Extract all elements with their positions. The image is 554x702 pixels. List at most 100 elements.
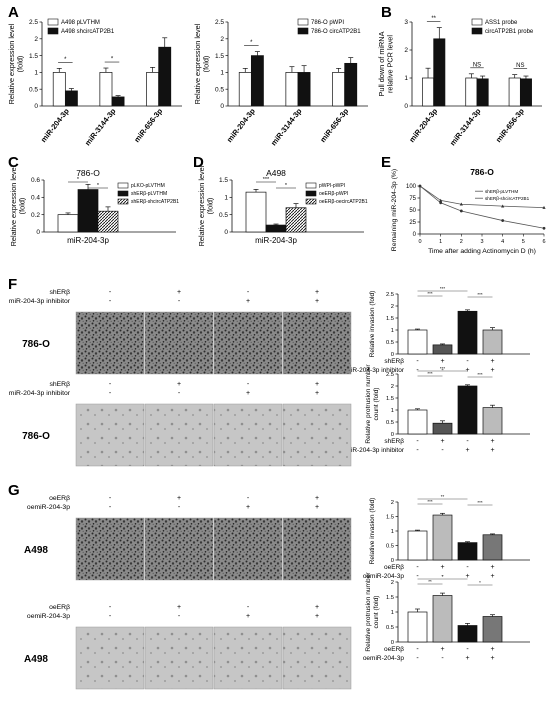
- y-tick-label: 75: [409, 196, 416, 202]
- condition-sign: +: [490, 564, 494, 571]
- bar: [77, 189, 99, 233]
- legend-label: oeERβ-pWPI: [319, 191, 348, 197]
- bar: [457, 310, 478, 355]
- condition-sign: -: [416, 367, 419, 374]
- condition-label: oemiR-204-3p: [363, 573, 405, 580]
- y-axis-label: count (fold): [373, 596, 380, 629]
- bar: [432, 595, 453, 643]
- condition-sign: -: [247, 289, 250, 296]
- bar: [407, 409, 428, 435]
- bar: [265, 224, 287, 233]
- condition-sign: +: [490, 573, 494, 580]
- condition-sign: +: [490, 358, 494, 365]
- data-point: [439, 201, 443, 205]
- data-point: [542, 205, 546, 209]
- significance-label: ***: [427, 371, 433, 376]
- legend-label: A498 shcircATP2B1: [61, 29, 115, 35]
- condition-sign: +: [246, 504, 250, 511]
- condition-sign: -: [416, 646, 419, 653]
- legend-swatch: [117, 198, 129, 205]
- chart-f-invasion: 0 0.5 1 1.5 2 2.5 Relative invasion (fold) *** *…: [345, 286, 530, 374]
- bar: [238, 72, 252, 107]
- x-tick-label: 4: [501, 239, 504, 245]
- bar: [482, 329, 503, 355]
- data-point: [542, 226, 546, 230]
- significance-label: ***: [477, 292, 483, 297]
- bar: [158, 46, 172, 107]
- data-point: [501, 204, 505, 208]
- bar: [99, 72, 113, 107]
- micrograph-image: [213, 517, 283, 581]
- y-tick-label: 1.5: [386, 595, 394, 601]
- y-tick-label: 2: [34, 36, 38, 43]
- cell-line-label: A498: [24, 654, 48, 665]
- y-axis-label: Relative expression level: [193, 23, 202, 104]
- condition-sign: +: [465, 367, 469, 374]
- legend-swatch: [305, 190, 317, 197]
- legend-swatch: [47, 27, 59, 35]
- y-tick-label: 2.5: [386, 292, 394, 298]
- y-tick-label: 2: [391, 304, 394, 310]
- y-tick-label: 0.5: [386, 340, 394, 346]
- legend-label: circATP2B1 probe: [485, 29, 534, 35]
- y-tick-label: 50: [409, 208, 416, 214]
- significance-label: ***: [427, 499, 433, 504]
- y-tick-label: 2: [404, 47, 408, 54]
- condition-sign: -: [441, 447, 444, 454]
- condition-sign: -: [441, 655, 444, 662]
- condition-sign: +: [490, 447, 494, 454]
- y-tick-label: 0: [391, 640, 394, 646]
- y-tick-label: 2.5: [29, 19, 38, 26]
- chart-f-protrusion: 0 0.5 1 1.5 2 2.5 Relative protrusion number co…: [345, 364, 530, 454]
- bar: [482, 407, 503, 435]
- chart-g-protrusion: 0 0.5 1 1.5 2 Relative protrusion number count…: [363, 572, 530, 662]
- y-axis-label: Relative expression level: [7, 23, 16, 104]
- y-tick-label: 0: [34, 103, 38, 110]
- x-tick-label: 3: [480, 239, 483, 245]
- legend-label: ASS1 probe: [485, 20, 518, 26]
- condition-label: miR-204-3p inhibitor: [9, 298, 71, 305]
- legend-label: pLKO-pLVTHM: [131, 183, 165, 189]
- significance-label: *: [479, 580, 481, 585]
- y-tick-label: 0: [391, 352, 394, 358]
- y-axis-label: relative PCR level: [385, 35, 394, 93]
- legend-label: pWPI-pWPI: [319, 183, 345, 189]
- bar: [332, 72, 346, 107]
- condition-sign: -: [416, 573, 419, 580]
- condition-sign: +: [315, 613, 319, 620]
- bar: [297, 72, 311, 107]
- category-label: miR-204-3p: [225, 106, 257, 144]
- condition-sign: -: [178, 504, 181, 511]
- y-tick-label: 0.4: [31, 195, 40, 202]
- micrograph-image: [144, 403, 214, 467]
- y-axis-label: Pull down of miRNA: [377, 31, 386, 96]
- y-tick-label: 0.5: [29, 86, 38, 93]
- legend-label: 786-O circATP2B1: [311, 29, 361, 35]
- condition-sign: -: [109, 495, 112, 502]
- condition-sign: -: [178, 390, 181, 397]
- micrograph-image: [144, 626, 214, 690]
- y-tick-label: 1.5: [386, 316, 394, 322]
- y-tick-label: 0.5: [219, 212, 228, 219]
- chart-a-right: 0 0.5 1 1.5 2 2.5 Relative expression level (fo…: [193, 18, 368, 147]
- y-tick-label: 2.5: [386, 372, 394, 378]
- condition-sign: +: [465, 655, 469, 662]
- significance-label: *: [285, 183, 288, 189]
- condition-sign: +: [177, 495, 181, 502]
- category-label: miR-3144-3p: [83, 106, 118, 147]
- condition-sign: -: [441, 573, 444, 580]
- x-tick-label: 0: [418, 239, 421, 245]
- significance-label: ***: [427, 291, 433, 296]
- condition-sign: -: [416, 438, 419, 445]
- chart-d: 0 0.5 1 1.5 Relative expression level (fold) m…: [197, 165, 368, 246]
- legend-swatch: [117, 190, 129, 197]
- legend-swatch: [471, 27, 483, 35]
- chart-b: 0 1 2 3 Pull down of miRNA relative PCR level…: [377, 16, 542, 147]
- bar: [482, 534, 503, 561]
- y-tick-label: 100: [406, 184, 417, 190]
- micrograph-image: [213, 311, 283, 375]
- condition-label: oemiR-204-3p: [363, 655, 405, 662]
- condition-sign: -: [466, 646, 469, 653]
